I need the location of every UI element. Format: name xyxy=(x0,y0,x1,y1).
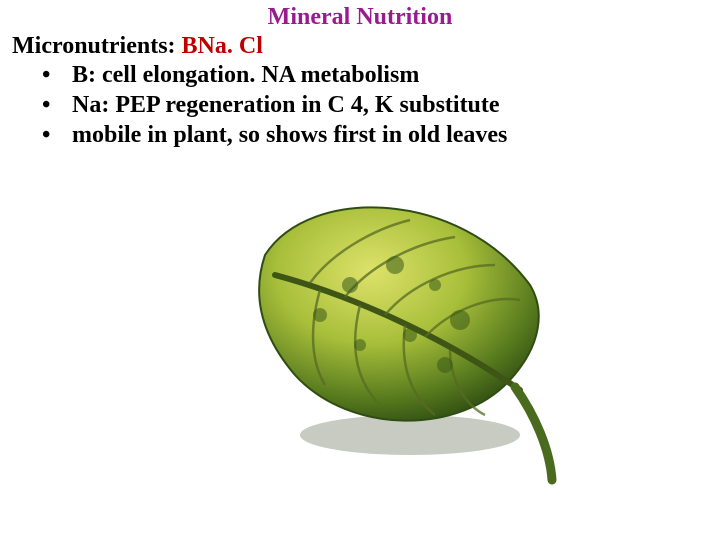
leaf-spot xyxy=(342,277,358,293)
leaf-spot xyxy=(429,279,441,291)
leaf-stem xyxy=(515,387,552,480)
list-item: Na: PEP regeneration in C 4, K substitut… xyxy=(72,90,708,120)
leaf-body xyxy=(259,207,539,420)
subheading-value: BNa. Cl xyxy=(182,33,263,59)
leaf-spot xyxy=(403,328,417,342)
subheading: Micronutrients: BNa. Cl xyxy=(12,33,708,60)
list-item: mobile in plant, so shows first in old l… xyxy=(72,120,708,150)
page-title: Mineral Nutrition xyxy=(12,4,708,31)
leaf-illustration xyxy=(200,165,580,495)
leaf-spot xyxy=(437,357,453,373)
leaf-spot xyxy=(354,339,366,351)
slide: Mineral Nutrition Micronutrients: BNa. C… xyxy=(0,0,720,540)
leaf-icon xyxy=(200,165,580,495)
list-item: B: cell elongation. NA metabolism xyxy=(72,60,708,90)
leaf-spot xyxy=(450,310,470,330)
bullet-list: B: cell elongation. NA metabolism Na: PE… xyxy=(12,60,708,150)
subheading-label: Micronutrients: xyxy=(12,33,182,59)
leaf-spot xyxy=(386,256,404,274)
leaf-spot xyxy=(313,308,327,322)
